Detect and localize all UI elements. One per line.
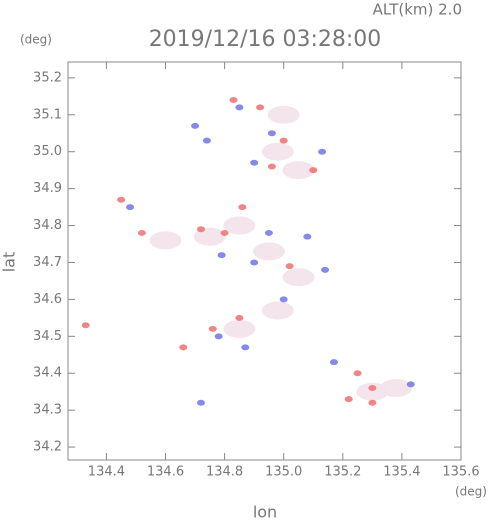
- echo-point: [318, 148, 327, 155]
- echo-point: [196, 399, 205, 406]
- echo-area: [282, 161, 315, 180]
- echo-point: [256, 104, 265, 111]
- chart-subtitle: ALT(km) 2.0: [373, 1, 462, 19]
- x-tick-label: 134.6: [147, 465, 184, 480]
- y-tick-label: 34.2: [33, 440, 62, 455]
- x-tick-label: 134.8: [206, 465, 243, 480]
- y-tick-label: 34.7: [33, 255, 62, 270]
- echo-area: [379, 379, 412, 398]
- echo-point: [303, 233, 312, 240]
- x-unit: (deg): [455, 485, 487, 499]
- echo-point: [250, 259, 259, 266]
- echo-point: [229, 97, 238, 104]
- echo-point: [279, 137, 288, 144]
- echo-point: [196, 226, 205, 233]
- echo-point: [126, 204, 135, 211]
- x-tick-label: 135.2: [324, 465, 361, 480]
- chart-title: 2019/12/16 03:28:00: [149, 27, 382, 52]
- echo-area: [149, 231, 182, 250]
- echo-point: [179, 344, 188, 351]
- echo-point: [202, 137, 211, 144]
- echo-point: [329, 359, 338, 366]
- echo-point: [368, 385, 377, 392]
- echo-point: [191, 122, 200, 129]
- echo-point: [309, 167, 318, 174]
- echo-point: [238, 204, 247, 211]
- echo-point: [220, 229, 229, 236]
- echo-point: [241, 344, 250, 351]
- y-tick-label: 34.8: [33, 218, 62, 233]
- echo-point: [117, 196, 126, 203]
- echo-point: [235, 104, 244, 111]
- echo-area: [282, 268, 315, 287]
- y-unit: (deg): [20, 33, 52, 47]
- echo-point: [285, 263, 294, 270]
- echo-point: [344, 396, 353, 403]
- echo-point: [406, 381, 415, 388]
- echo-point: [250, 159, 259, 166]
- y-tick-label: 34.6: [33, 292, 62, 307]
- echo-point: [267, 130, 276, 137]
- echo-point: [368, 399, 377, 406]
- echo-point: [81, 322, 90, 329]
- echo-area: [261, 301, 294, 320]
- echo-point: [264, 229, 273, 236]
- x-axis-label: lon: [253, 503, 277, 522]
- y-tick-label: 35.1: [33, 107, 62, 122]
- echo-point: [267, 163, 276, 170]
- echo-area: [267, 105, 300, 124]
- x-tick-label: 135.4: [383, 465, 420, 480]
- y-tick-label: 34.5: [33, 329, 62, 344]
- echo-point: [208, 325, 217, 332]
- x-tick-label: 134.4: [88, 465, 125, 480]
- echo-point: [279, 296, 288, 303]
- x-tick-label: 135.0: [265, 465, 302, 480]
- echo-area: [223, 216, 256, 235]
- plot-frame: [67, 61, 462, 461]
- echo-area: [223, 319, 256, 338]
- y-axis-label: lat: [0, 252, 19, 273]
- echo-point: [214, 333, 223, 340]
- echo-point: [321, 266, 330, 273]
- y-tick-label: 34.3: [33, 403, 62, 418]
- y-tick-label: 34.4: [33, 366, 62, 381]
- echo-area: [252, 242, 285, 261]
- echo-point: [235, 314, 244, 321]
- echo-point: [217, 252, 226, 259]
- y-tick-label: 35.2: [33, 70, 62, 85]
- x-tick-label: 135.6: [442, 465, 479, 480]
- echo-point: [353, 370, 362, 377]
- echo-point: [137, 229, 146, 236]
- y-tick-label: 35.0: [33, 144, 62, 159]
- y-tick-label: 34.9: [33, 181, 62, 196]
- echo-area: [261, 142, 294, 161]
